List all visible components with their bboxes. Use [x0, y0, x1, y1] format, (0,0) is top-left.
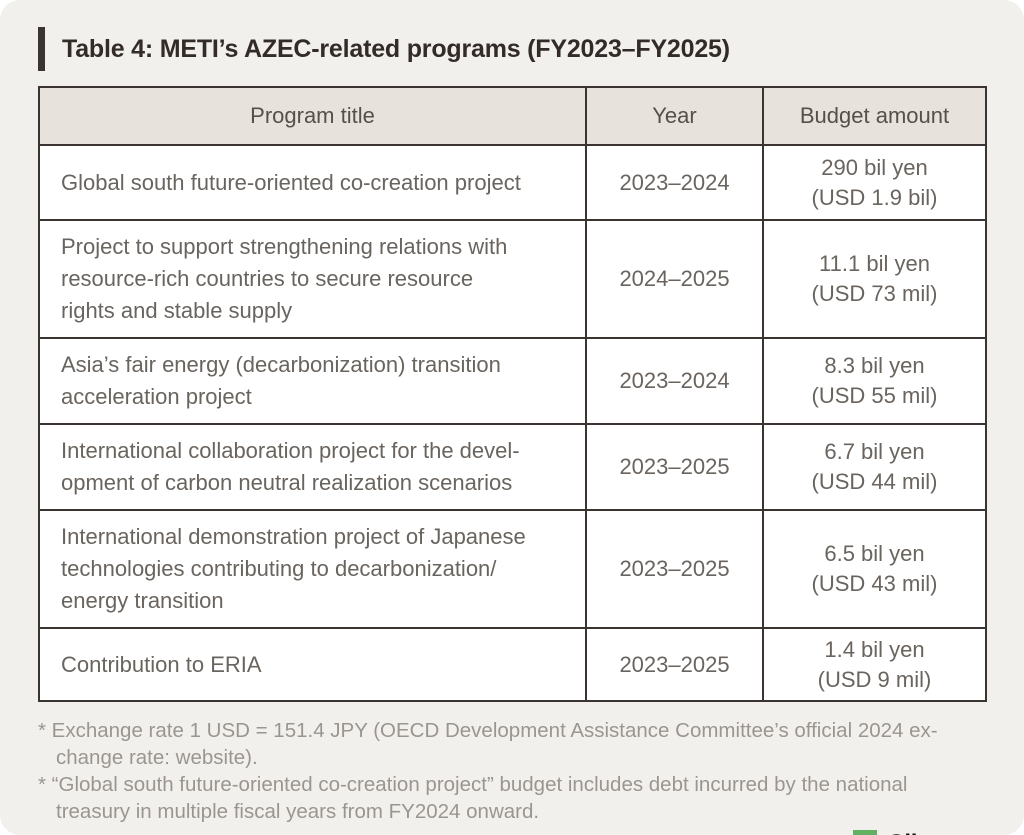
table-body: Global south future-oriented co-creation… [38, 144, 987, 702]
budget-amount-line: 6.7 bil yen [824, 439, 925, 464]
footnote-line: treasury in multiple fiscal years from F… [56, 800, 540, 823]
table-header: Program title Year Budget amount [38, 86, 987, 146]
footnote-exchange-rate: * Exchange rate 1 USD = 151.4 JPY (OECD … [38, 717, 986, 771]
programs-table: Program title Year Budget amount Global … [38, 86, 987, 702]
logo-wordmark-line1: Climate [887, 831, 986, 835]
program-title-line: energy transition [61, 588, 224, 613]
budget-amount-cell: 1.4 bil yen (USD 9 mil) [762, 627, 987, 702]
footnote-budget-note: * “Global south future-oriented co-creat… [38, 771, 986, 825]
budget-amount-line: 8.3 bil yen [824, 353, 925, 378]
program-title-cell: Global south future-oriented co-creation… [38, 144, 587, 221]
program-title-cell: Project to support strengthening relatio… [38, 219, 587, 339]
year-cell: 2023–2024 [585, 144, 764, 221]
table-row: Project to support strengthening relatio… [38, 219, 987, 339]
program-title-cell: International demonstration project of J… [38, 509, 587, 629]
budget-amount-cell: 290 bil yen (USD 1.9 bil) [762, 144, 987, 221]
budget-amount-line: 6.5 bil yen [824, 541, 925, 566]
program-title-cell: International collaboration project for … [38, 423, 587, 511]
table-row: Global south future-oriented co-creation… [38, 144, 987, 221]
budget-amount-cell: 8.3 bil yen (USD 55 mil) [762, 337, 987, 425]
year-cell: 2023–2025 [585, 423, 764, 511]
table-header-row: Program title Year Budget amount [38, 86, 987, 146]
table-row: International collaboration project for … [38, 423, 987, 511]
budget-amount-line: (USD 43 mil) [811, 571, 938, 596]
footnote-line: * “Global south future-oriented co-creat… [38, 773, 908, 796]
program-title-cell: Contribution to ERIA [38, 627, 587, 702]
budget-amount-line: 290 bil yen [821, 154, 928, 180]
page-title: Table 4: METI’s AZEC-related programs (F… [62, 34, 730, 63]
program-title-line: Global south future-oriented co-creation… [61, 169, 521, 195]
year-cell: 2023–2025 [585, 627, 764, 702]
table-row: Contribution to ERIA 2023–2025 1.4 bil yen… [38, 627, 987, 702]
program-title-line: opment of carbon neutral realization sce… [61, 470, 513, 495]
program-title-line: International collaboration project for … [61, 438, 520, 463]
budget-amount-line: (USD 44 mil) [811, 469, 938, 494]
program-title-line: technologies contributing to decarboniza… [61, 556, 497, 581]
program-title-line: resource-rich countries to secure resour… [61, 266, 474, 291]
budget-amount-line: (USD 9 mil) [817, 666, 932, 692]
program-title-line: Asia’s fair energy (decarbonization) tra… [61, 352, 501, 377]
column-header-budget-amount: Budget amount [762, 86, 987, 146]
footnote-line: change rate: website). [56, 746, 258, 769]
climate-integrate-logo-icon [853, 830, 878, 835]
program-title-line: Contribution to ERIA [61, 651, 262, 677]
column-header-program-title: Program title [38, 86, 587, 146]
title-block: Table 4: METI’s AZEC-related programs (F… [38, 27, 986, 71]
budget-amount-line: (USD 73 mil) [811, 281, 938, 306]
logo-green-corner-icon [853, 830, 878, 835]
budget-amount-cell: 6.7 bil yen (USD 44 mil) [762, 423, 987, 511]
table-row: International demonstration project of J… [38, 509, 987, 629]
budget-amount-line: 1.4 bil yen [824, 636, 925, 662]
footnotes: * Exchange rate 1 USD = 151.4 JPY (OECD … [38, 717, 986, 825]
column-header-year: Year [585, 86, 764, 146]
program-title-line: rights and stable supply [61, 298, 293, 323]
program-title-line: International demonstration project of J… [61, 524, 526, 549]
climate-integrate-logo: Climate Integrate [824, 827, 986, 835]
year-cell: 2024–2025 [585, 219, 764, 339]
budget-amount-line: (USD 1.9 bil) [811, 184, 938, 210]
budget-amount-line: (USD 55 mil) [811, 383, 938, 408]
program-title-line: acceleration project [61, 384, 252, 409]
footnote-line: * Exchange rate 1 USD = 151.4 JPY (OECD … [38, 719, 938, 742]
budget-amount-cell: 11.1 bil yen (USD 73 mil) [762, 219, 987, 339]
year-cell: 2023–2025 [585, 509, 764, 629]
budget-amount-cell: 6.5 bil yen (USD 43 mil) [762, 509, 987, 629]
table-row: Asia’s fair energy (decarbonization) tra… [38, 337, 987, 425]
year-cell: 2023–2024 [585, 337, 764, 425]
program-title-line: Project to support strengthening relatio… [61, 234, 508, 259]
title-accent-bar [38, 27, 45, 71]
logo-wordmark: Climate Integrate [887, 831, 986, 835]
footer: Prepared by Climate Integrate from METI … [38, 827, 986, 835]
program-title-cell: Asia’s fair energy (decarbonization) tra… [38, 337, 587, 425]
budget-amount-line: 11.1 bil yen [819, 251, 930, 276]
